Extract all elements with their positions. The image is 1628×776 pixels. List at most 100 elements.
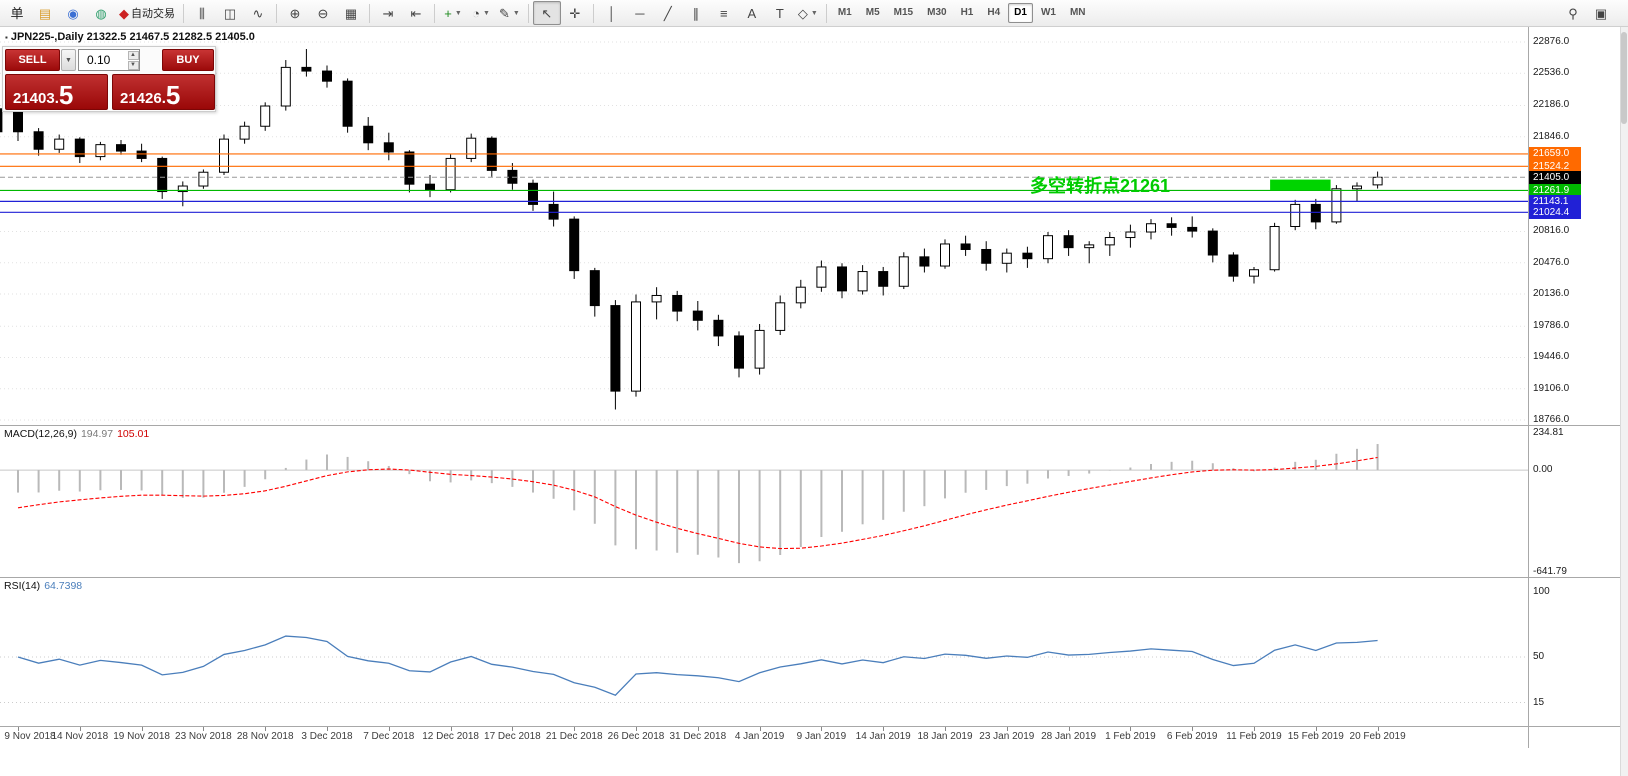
tile-windows-icon[interactable]: ▦ (337, 1, 365, 25)
navigator-icon[interactable]: ◉ (59, 1, 87, 25)
timeframe-h4[interactable]: H4 (987, 7, 1001, 18)
time-axis-tick (18, 727, 19, 731)
candle-body (1104, 237, 1115, 246)
horizontal-line-icon[interactable]: ─ (626, 1, 654, 25)
panel-dropdown-button[interactable]: ▼ (61, 49, 76, 71)
candle-body (1207, 230, 1218, 256)
terminal-icon[interactable]: ◍ (87, 1, 115, 25)
toolbar-separator (592, 3, 594, 23)
time-axis-tick (1315, 727, 1317, 731)
panel-separator[interactable] (0, 425, 1628, 426)
candle-body (1022, 252, 1033, 260)
price-axis-label: 20476.0 (1533, 256, 1570, 268)
vertical-scrollbar[interactable] (1620, 27, 1628, 776)
fibonacci-icon[interactable]: ≡ (710, 1, 738, 25)
auto-scroll-icon[interactable]: ⇥ (374, 1, 402, 25)
toolbar-separator (434, 3, 435, 23)
date-label: 23 Nov 2018 (175, 731, 232, 742)
candle-body (734, 335, 744, 369)
buy-price-button[interactable]: 21426. 5 (112, 74, 215, 110)
chart-plot[interactable] (0, 27, 1528, 726)
buy-button[interactable]: BUY (162, 49, 214, 71)
price-axis-label: 22186.0 (1533, 99, 1570, 111)
timeframe-m30[interactable]: M30 (927, 7, 947, 18)
date-label: 9 Jan 2019 (796, 731, 847, 742)
candle-body (857, 271, 868, 292)
macd-signal-line (17, 456, 1378, 550)
candle-body (1063, 235, 1074, 249)
chevron-down-icon: ▼ (482, 9, 490, 17)
date-label: 11 Feb 2019 (1226, 731, 1282, 742)
candle-body (1187, 226, 1198, 232)
candle-body (177, 185, 188, 193)
line-chart-icon[interactable]: ∿ (244, 1, 272, 25)
timeframe-m1[interactable]: M1 (837, 7, 852, 18)
panel-separator[interactable] (0, 577, 1628, 578)
zoom-out-icon-glyph: ⊖ (317, 5, 329, 21)
chevron-down-icon: ▼ (65, 56, 72, 64)
shapes-icon[interactable]: ◇ ▼ (794, 1, 822, 25)
indicators-icon[interactable]: + ▼ (439, 1, 467, 25)
toolbar-right: ⚲ ▣ (1559, 1, 1625, 25)
label-icon[interactable]: T (766, 1, 794, 25)
price-level-tag: 21659.0 (1529, 147, 1581, 161)
time-axis-tick (1192, 727, 1194, 731)
tile-windows-icon-glyph: ▦ (344, 5, 358, 21)
volume-up-button[interactable]: ▲ (127, 50, 139, 60)
timeframe-w1[interactable]: W1 (1040, 7, 1056, 18)
date-label: 7 Dec 2018 (363, 731, 415, 742)
candle-body (775, 302, 786, 331)
candle-body (239, 125, 250, 140)
zoom-in-icon[interactable]: ⊕ (281, 1, 309, 25)
sell-price-button[interactable]: 21403. 5 (5, 74, 108, 110)
sell-button[interactable]: SELL (5, 49, 60, 71)
new-order-button[interactable]: 单 (3, 1, 31, 25)
candle-body (981, 248, 992, 264)
date-label: 17 Dec 2018 (484, 731, 541, 742)
chart-window-icon: ▪ (5, 33, 8, 42)
timeframe-m5[interactable]: M5 (865, 7, 880, 18)
timeframe-d1[interactable]: D1 (1008, 3, 1033, 23)
scrollbar-thumb[interactable] (1621, 32, 1627, 124)
macd-name: MACD(12,26,9) (4, 428, 77, 440)
time-axis-line (0, 726, 1628, 727)
timeframe-mn[interactable]: MN (1069, 7, 1086, 18)
time-axis-tick (697, 727, 699, 731)
candle-body (528, 182, 538, 205)
channel-icon[interactable]: ∥ (682, 1, 710, 25)
bar-chart-icon-glyph: ⫼ (199, 5, 205, 21)
autotrading-button[interactable]: ◆ 自动交易 (115, 1, 179, 25)
search-icon[interactable]: ⚲ (1559, 1, 1587, 25)
ask-price-big-digit: 5 (165, 79, 181, 110)
new-window-icon[interactable]: ▣ (1587, 1, 1615, 25)
trendline-icon[interactable]: ╱ (654, 1, 682, 25)
shapes-icon-glyph: ◇ (797, 5, 808, 21)
date-label: 14 Jan 2019 (855, 731, 911, 742)
timeframe-h1[interactable]: H1 (960, 7, 974, 18)
toolbar-separator (825, 3, 827, 23)
bar-chart-icon[interactable]: ⫼ (188, 1, 216, 25)
price-level-tag: 21024.4 (1529, 205, 1581, 219)
text-icon-glyph: A (747, 5, 757, 21)
candle-body (0, 108, 3, 133)
templates-icon[interactable]: ✎ ▼ (495, 1, 524, 25)
crosshair-icon[interactable]: ✛ (561, 1, 589, 25)
timeframe-m15[interactable]: M15 (893, 7, 914, 18)
macd-axis-label: 0.00 (1533, 464, 1553, 476)
date-label: 26 Dec 2018 (607, 731, 665, 742)
volume-down-button[interactable]: ▼ (127, 60, 139, 70)
market-watch-icon[interactable]: ▤ (31, 1, 59, 25)
candle-body (1043, 235, 1053, 260)
periods-icon[interactable]: ◔ ▼ (467, 1, 495, 25)
candle-body (74, 138, 85, 158)
cursor-icon[interactable]: ↖ (532, 1, 561, 25)
volume-input[interactable] (78, 49, 140, 71)
candle-body (569, 218, 580, 272)
chart-shift-icon[interactable]: ⇤ (402, 1, 430, 25)
candlestick-chart-icon[interactable]: ◫ (216, 1, 244, 25)
price-axis-label: 22876.0 (1533, 36, 1570, 47)
text-icon[interactable]: A (738, 1, 766, 25)
candlestick-chart-icon-glyph: ◫ (223, 5, 237, 21)
zoom-out-icon[interactable]: ⊖ (309, 1, 337, 25)
vertical-line-icon[interactable]: │ (598, 1, 626, 25)
